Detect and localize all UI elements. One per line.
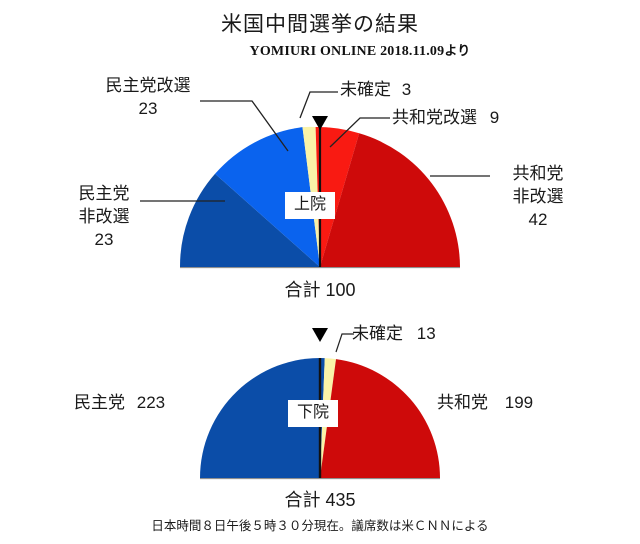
source-credit-japanese: より — [444, 43, 471, 58]
senate-label-rep-not-up-line1: 共和党 — [512, 164, 564, 183]
house-label-republican: 共和党 199 — [437, 391, 533, 414]
senate-label-dem-up-name: 民主党改選 — [105, 76, 191, 95]
senate-label-undecided: 未確定 3 — [340, 78, 411, 101]
page-title: 米国中間選挙の結果 — [221, 13, 419, 36]
senate-label-dem-up-value: 23 — [138, 99, 158, 118]
house-leader-line-undecided — [335, 333, 354, 353]
senate-label-dem-not-up-line1: 民主党 — [78, 184, 130, 203]
house-label-democrat: 民主党 223 — [74, 391, 165, 414]
senate-semicircle-chart — [140, 91, 490, 269]
senate-label-dem-not-up-value: 23 — [94, 230, 114, 249]
senate-leader-line-rep-up — [329, 117, 390, 148]
house-center-label: 下院 — [288, 400, 339, 427]
house-label-undecided-name: 未確定 — [352, 324, 403, 343]
senate-label-rep-not-up: 共和党 非改選 42 — [492, 162, 584, 231]
house-wedge-republican — [320, 359, 440, 478]
house-label-republican-name: 共和党 — [437, 393, 488, 412]
house-label-republican-value: 199 — [504, 393, 534, 412]
senate-midpoint-marker-icon — [312, 116, 328, 130]
house-total: 合計 435 — [284, 490, 356, 510]
senate-label-dem-not-up-line2: 非改選 — [78, 207, 130, 226]
house-label-undecided: 未確定 13 — [352, 322, 436, 345]
senate-label-undecided-value: 3 — [401, 80, 412, 99]
senate-total: 合計 100 — [284, 280, 356, 300]
house-label-undecided-value: 13 — [416, 324, 436, 343]
house-label-democrat-value: 223 — [136, 393, 166, 412]
senate-label-dem-up: 民主党改選 23 — [88, 74, 208, 120]
senate-label-rep-not-up-line2: 非改選 — [512, 187, 564, 206]
senate-label-rep-up-name: 共和党改選 — [392, 108, 477, 127]
senate-label-undecided-name: 未確定 — [340, 80, 391, 99]
source-credit-english: YOMIURI ONLINE 2018.11.09 — [249, 44, 445, 59]
footnote: 日本時間８日午後５時３０分現在。議席数は米ＣＮＮによる — [151, 519, 489, 533]
senate-wedge-dem-up — [215, 127, 320, 267]
senate-leader-line-undecided — [299, 91, 338, 119]
senate-wedge-dem-not-up — [179, 173, 320, 267]
senate-wedge-rep-up — [315, 127, 360, 268]
house-wedge-democrat — [199, 357, 325, 478]
house-label-democrat-name: 民主党 — [74, 393, 125, 412]
senate-wedge-rep-not-up — [320, 133, 460, 267]
senate-label-rep-up: 共和党改選 9 — [392, 106, 499, 129]
house-midpoint-marker-icon — [312, 328, 328, 342]
senate-label-dem-not-up: 民主党 非改選 23 — [58, 182, 150, 251]
source-credit: YOMIURI ONLINE 2018.11.09より — [0, 40, 640, 60]
senate-center-label: 上院 — [285, 192, 336, 219]
senate-leader-line-dem-up — [200, 100, 289, 152]
senate-label-rep-not-up-value: 42 — [528, 210, 548, 229]
senate-label-rep-up-value: 9 — [489, 108, 500, 127]
